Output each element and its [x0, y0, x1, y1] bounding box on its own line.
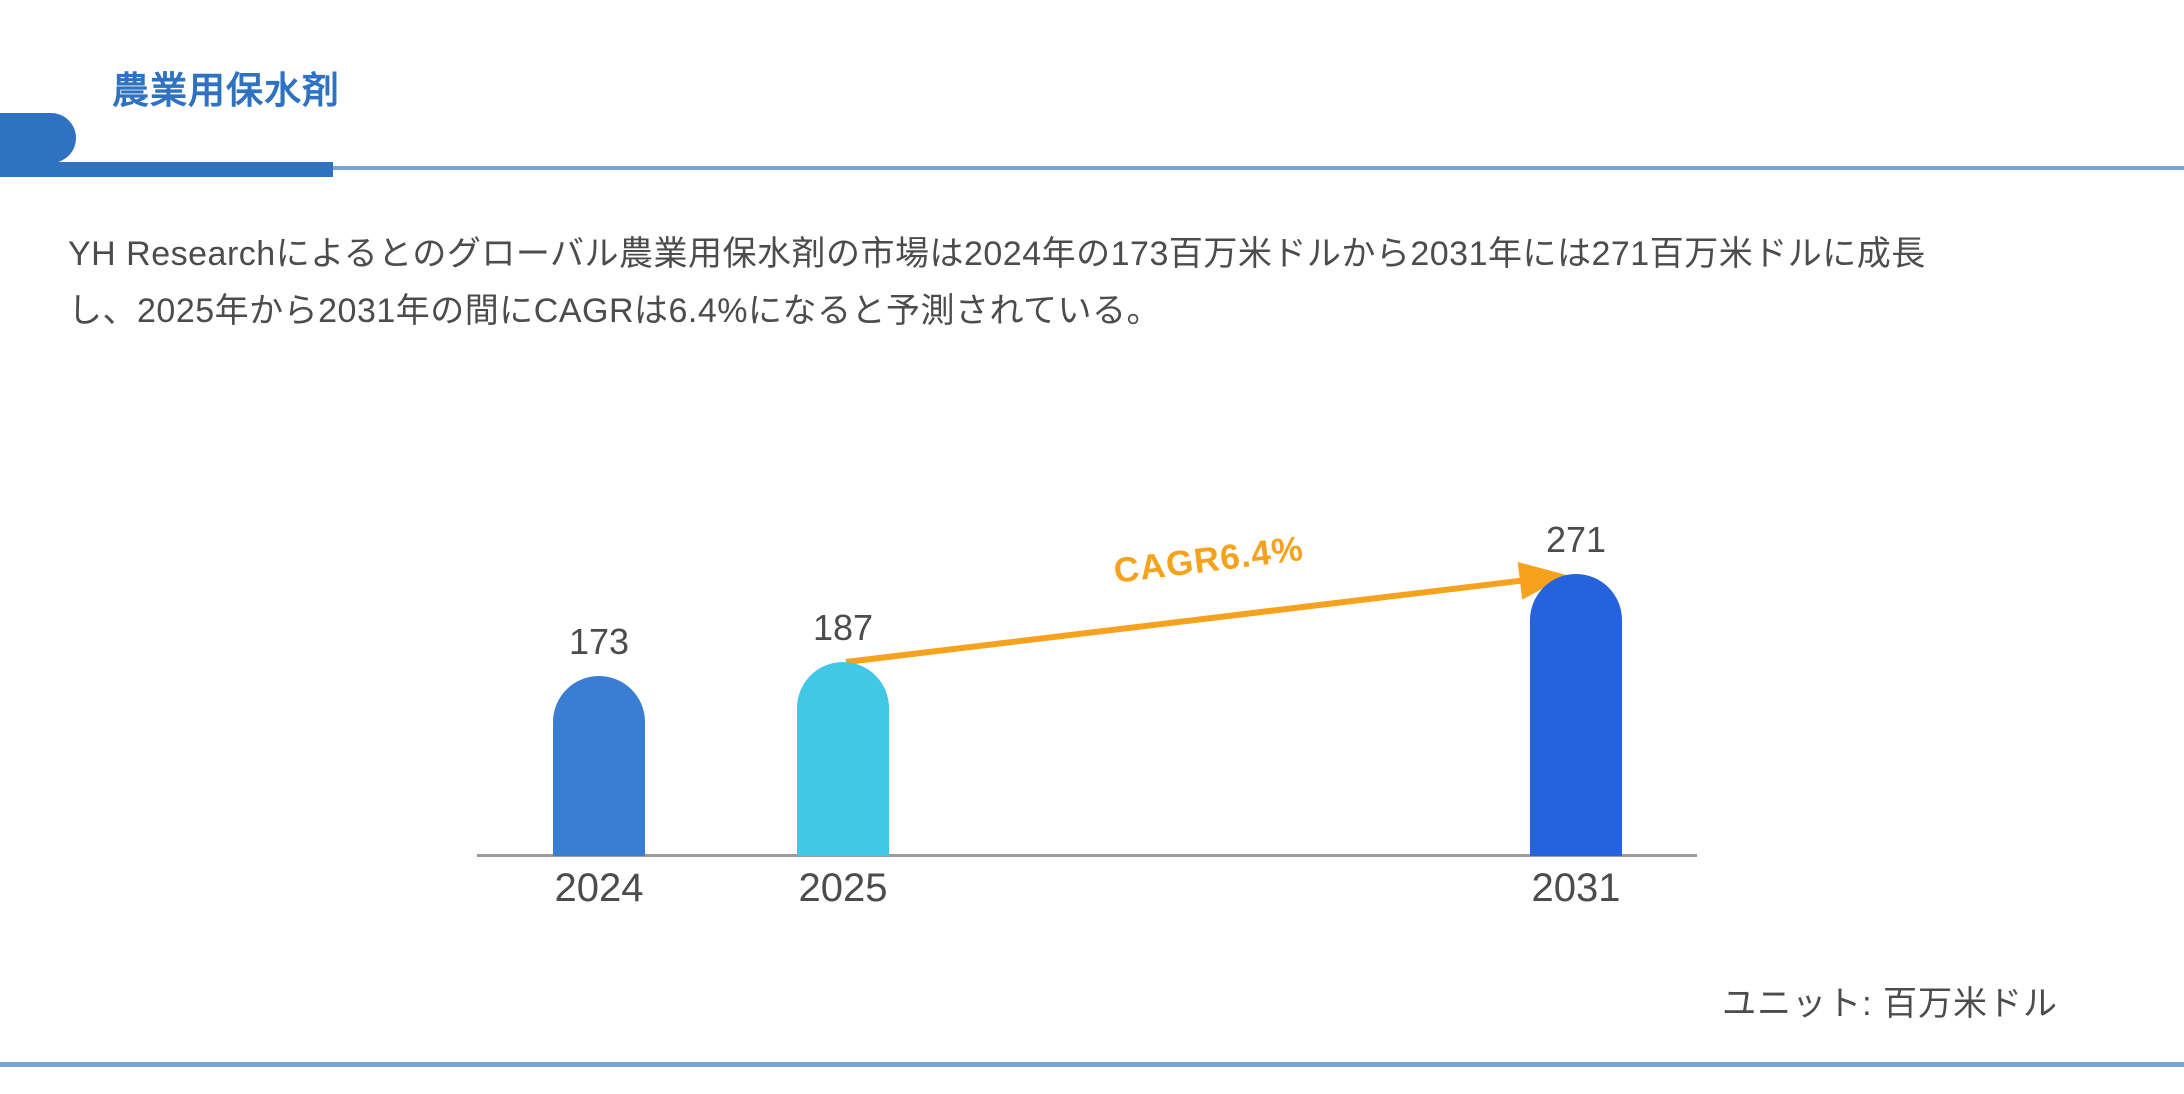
- x-axis-line: [477, 854, 1697, 857]
- bar-group-2031: 271: [1500, 519, 1652, 856]
- x-tick-2031: 2031: [1531, 866, 1621, 910]
- x-tick-2025: 2025: [798, 866, 888, 910]
- unit-note: ユニット: 百万米ドル: [1722, 985, 2058, 1023]
- bar-value-2031: 271: [1545, 519, 1607, 560]
- bottom-divider: [0, 1062, 2184, 1067]
- bar-value-2025: 187: [812, 607, 874, 648]
- summary-line-1: YH Researchによるとのグローバル農業用保水剤の市場は2024年の173…: [68, 235, 1926, 273]
- bar-group-2024: 173: [523, 621, 675, 856]
- x-tick-2024: 2024: [554, 866, 644, 910]
- bar-2024: [553, 676, 645, 856]
- header-rule-thick: [0, 162, 333, 177]
- summary-paragraph: YH Researchによるとのグローバル農業用保水剤の市場は2024年の173…: [68, 226, 1926, 340]
- cagr-arrow-line: [845, 561, 1568, 665]
- bar-2031: [1530, 574, 1622, 856]
- header-accent-tab: [0, 113, 76, 163]
- header-rule-thin: [0, 166, 2184, 170]
- bar-value-2024: 173: [568, 621, 630, 662]
- bar-group-2025: 187: [767, 607, 919, 856]
- bar-2025: [797, 662, 889, 856]
- page-title: 農業用保水剤: [112, 70, 340, 111]
- summary-line-2: し、2025年から2031年の間にCAGRは6.4%になると予測されている。: [68, 292, 1161, 330]
